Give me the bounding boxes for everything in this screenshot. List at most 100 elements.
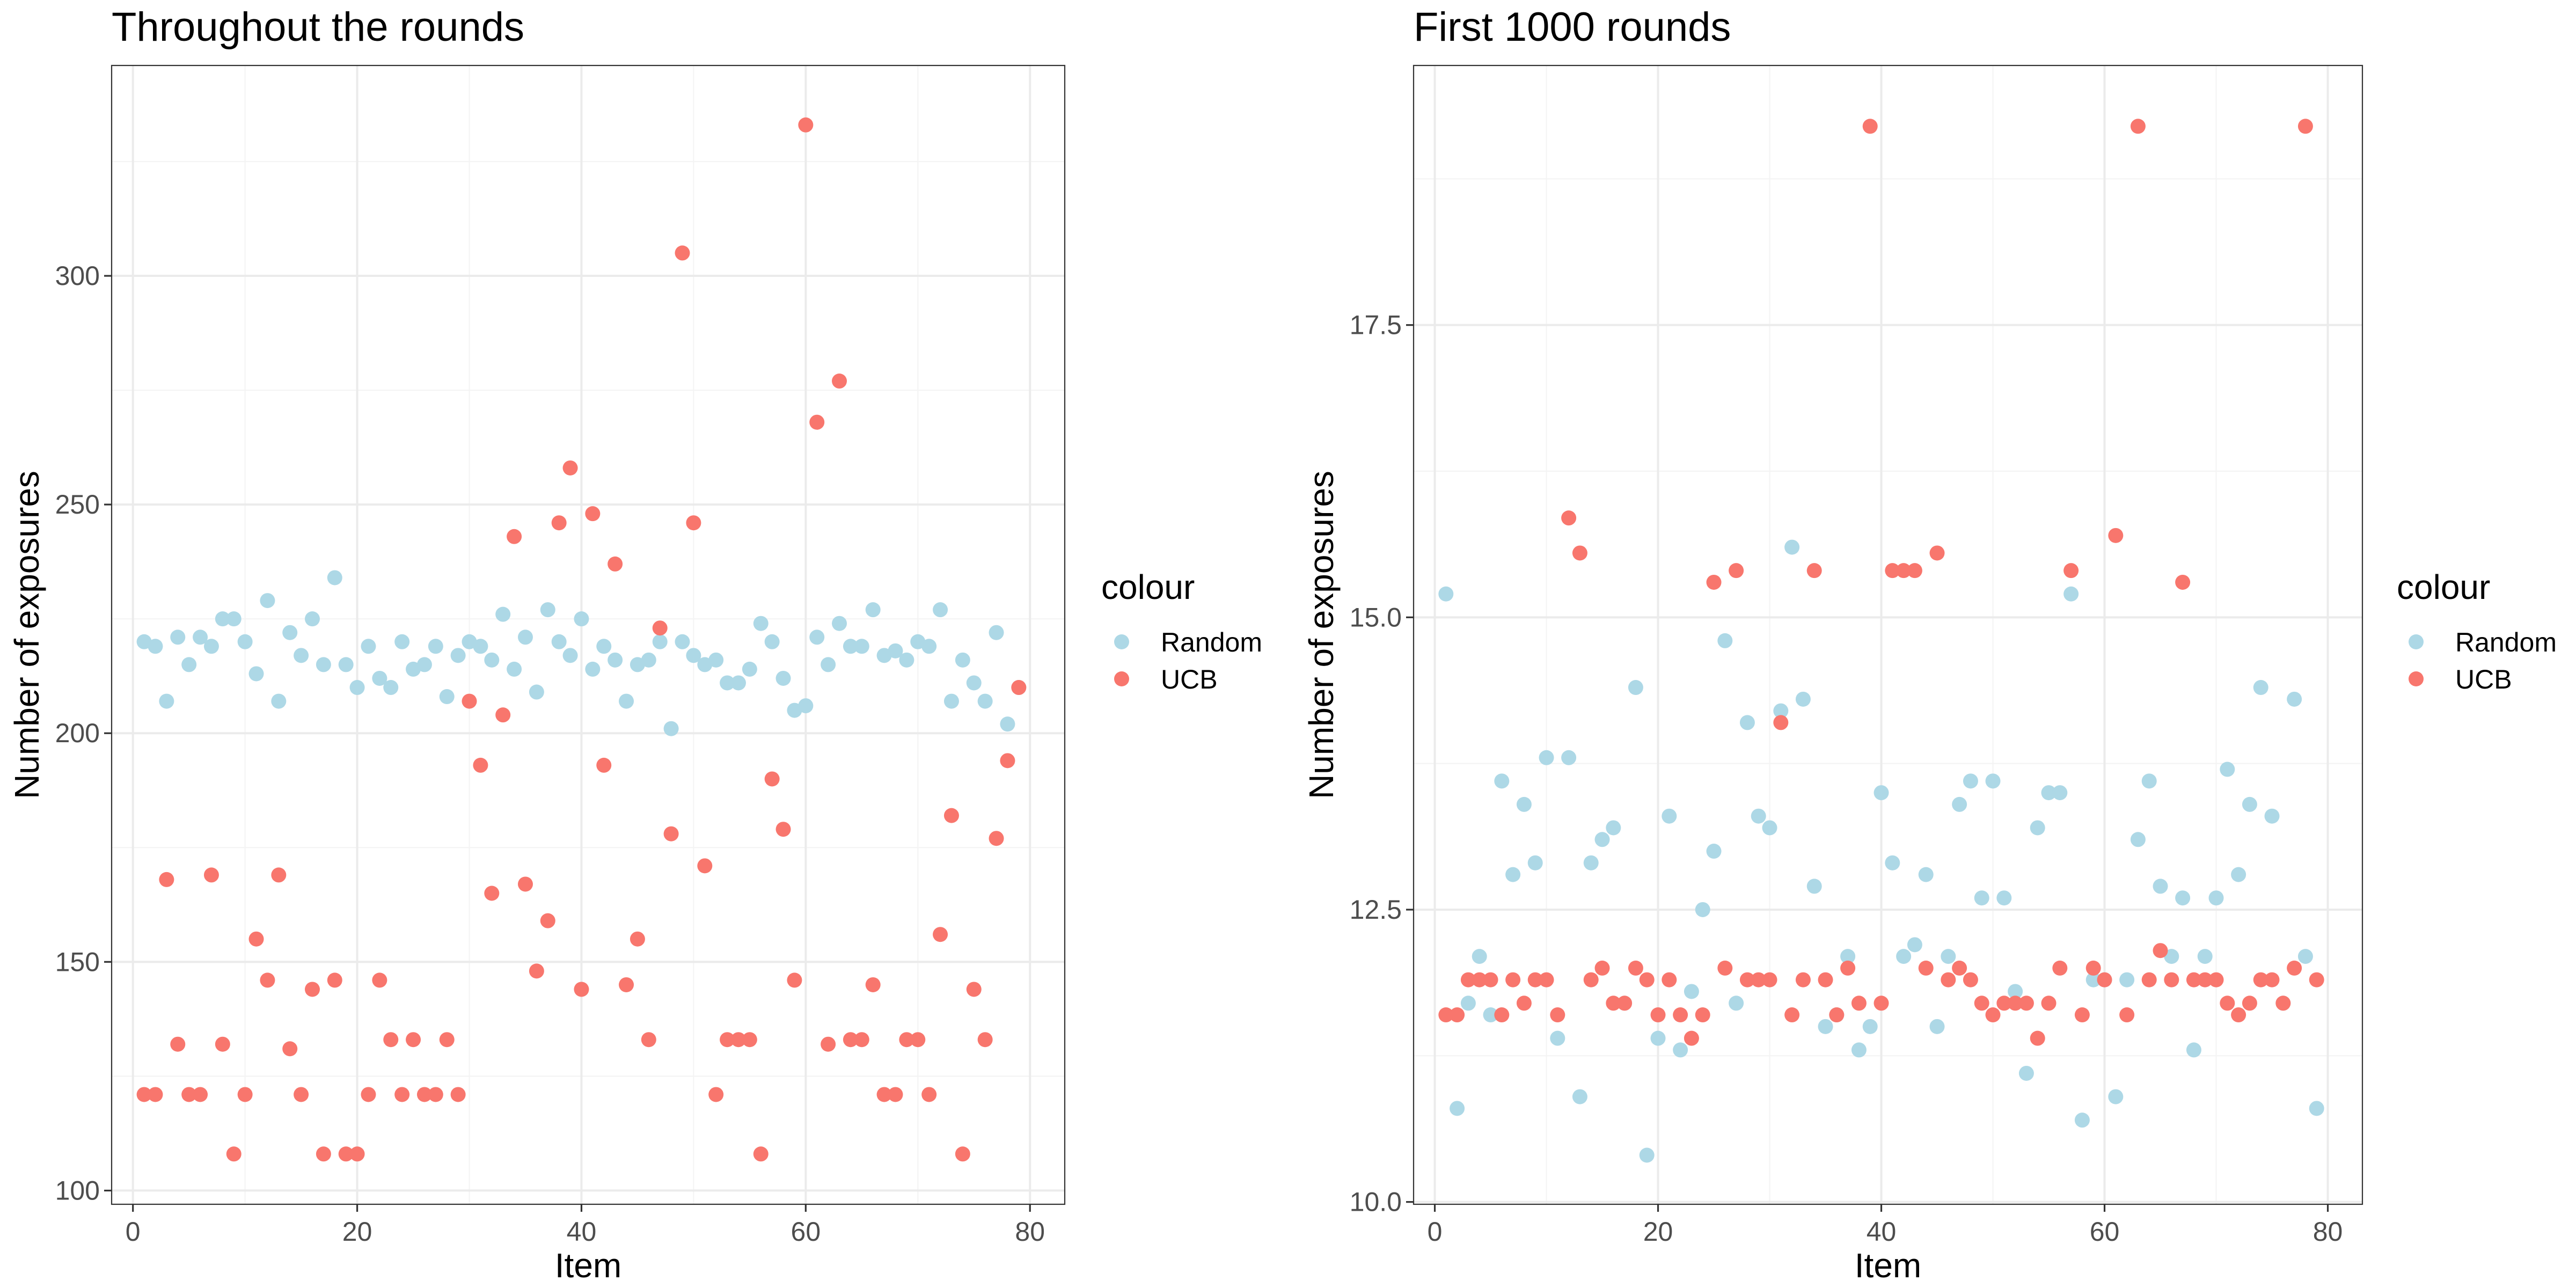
- legend-label-ucb-left: UCB: [1161, 664, 1218, 694]
- point-ucb: [955, 1146, 970, 1162]
- point-random: [294, 648, 309, 663]
- point-ucb: [675, 245, 690, 261]
- point-random: [1684, 984, 1699, 999]
- point-random: [203, 639, 219, 654]
- point-random: [1000, 716, 1015, 732]
- x-tick-label: 80: [1015, 1217, 1045, 1247]
- point-ucb: [2130, 119, 2146, 134]
- y-tick-label: 100: [55, 1175, 100, 1205]
- point-ucb: [977, 1032, 993, 1048]
- point-random: [2186, 1042, 2201, 1058]
- point-ucb: [1952, 960, 1967, 976]
- point-random: [551, 634, 567, 649]
- point-random: [574, 611, 589, 627]
- point-random: [1494, 773, 1510, 789]
- point-random: [1996, 890, 2012, 906]
- point-ucb: [641, 1032, 656, 1048]
- point-ucb: [1483, 972, 1498, 987]
- point-ucb: [2264, 972, 2280, 987]
- point-ucb: [394, 1087, 410, 1102]
- point-random: [955, 652, 970, 668]
- point-random: [843, 639, 858, 654]
- point-random: [989, 625, 1004, 640]
- point-ucb: [730, 1032, 746, 1048]
- point-random: [305, 611, 320, 627]
- point-ucb: [416, 1087, 432, 1102]
- point-random: [865, 602, 881, 618]
- point-ucb: [787, 972, 802, 988]
- panel-right: First 1000 rounds 0 20 40 60 80 10.0 12.5 15.0 1…: [1302, 4, 2557, 1285]
- point-random: [2309, 1101, 2324, 1116]
- point-random: [2141, 773, 2157, 789]
- point-ucb: [484, 885, 500, 901]
- point-ucb: [473, 757, 488, 773]
- y-tick-label: 10.0: [1350, 1187, 1402, 1217]
- point-ucb: [260, 972, 275, 988]
- point-ucb: [271, 867, 287, 883]
- y-axis-title-right: Number of exposures: [1302, 471, 1341, 799]
- point-ucb: [2085, 960, 2101, 976]
- point-ucb: [1907, 563, 1922, 579]
- point-random: [1516, 796, 1532, 812]
- point-random: [1606, 820, 1621, 836]
- y-tick-label: 300: [55, 261, 100, 291]
- point-random: [517, 630, 533, 645]
- point-ucb: [686, 515, 701, 531]
- point-ucb: [574, 982, 589, 997]
- point-random: [170, 630, 186, 645]
- point-ucb: [1583, 972, 1599, 987]
- point-ucb: [1561, 510, 1577, 526]
- point-random: [2164, 949, 2179, 964]
- point-ucb: [1717, 960, 1733, 976]
- x-tick-label: 0: [126, 1217, 141, 1247]
- point-ucb: [428, 1087, 443, 1102]
- point-ucb: [159, 872, 174, 887]
- point-random: [2008, 984, 2023, 999]
- point-random: [1673, 1042, 1688, 1058]
- point-random: [361, 639, 376, 654]
- plot-points-right: [1438, 119, 2324, 1163]
- point-random: [2231, 867, 2246, 882]
- point-ucb: [1729, 563, 1744, 579]
- point-ucb: [316, 1146, 331, 1162]
- point-random: [596, 639, 612, 654]
- point-random: [641, 652, 656, 668]
- point-ucb: [2287, 960, 2302, 976]
- point-random: [775, 670, 791, 686]
- point-ucb: [170, 1036, 186, 1052]
- plot-frame-right: [1413, 64, 2363, 1205]
- point-ucb: [2119, 1007, 2135, 1023]
- point-random: [1952, 796, 1967, 812]
- point-random: [181, 657, 197, 672]
- point-ucb: [2141, 972, 2157, 987]
- point-random: [1773, 703, 1789, 719]
- point-random: [439, 689, 455, 705]
- point-random: [1862, 1019, 1878, 1034]
- axis-ticks-right: 0 20 40 60 80 10.0 12.5 15.0 17.5: [1350, 310, 2343, 1247]
- point-ucb: [865, 977, 881, 992]
- point-random: [1941, 949, 1956, 964]
- point-random: [686, 648, 701, 663]
- point-random: [383, 680, 399, 696]
- point-ucb: [1739, 972, 1755, 987]
- point-random: [349, 680, 365, 696]
- legend-label-random-left: Random: [1161, 627, 1262, 657]
- point-ucb: [562, 460, 578, 475]
- legend-label-random-right: Random: [2455, 627, 2557, 657]
- point-ucb: [2063, 563, 2079, 579]
- point-ucb: [215, 1036, 230, 1052]
- x-tick-label: 0: [1428, 1217, 1443, 1247]
- point-random: [1550, 1030, 1565, 1046]
- x-tick-label: 80: [2313, 1217, 2343, 1247]
- y-tick-label: 250: [55, 489, 100, 519]
- point-ucb: [1684, 1030, 1699, 1046]
- point-ucb: [226, 1146, 241, 1162]
- y-tick-label: 12.5: [1350, 895, 1402, 925]
- point-ucb: [203, 867, 219, 883]
- point-ucb: [1539, 972, 1554, 987]
- point-ucb: [1929, 545, 1945, 561]
- point-random: [1739, 715, 1755, 730]
- point-random: [260, 593, 275, 609]
- point-random: [753, 616, 769, 631]
- point-ucb: [943, 808, 959, 823]
